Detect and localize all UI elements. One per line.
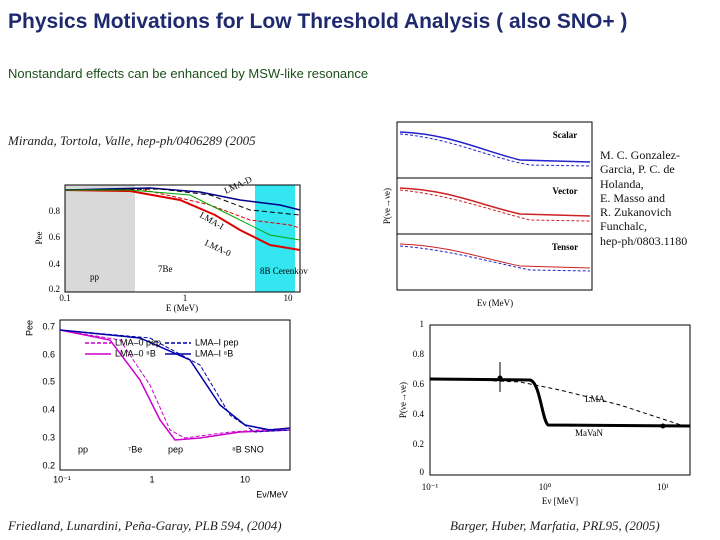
label: Vector [552,186,577,196]
label: ⁸B SNO [232,444,264,454]
label: LMA-D [222,174,253,196]
label: 10⁰ [539,482,552,492]
label: 1 [149,474,154,484]
label: 7Be [158,264,173,274]
reference: M. C. Gonzalez- Garcia, P. C. de Holanda, E… [600,148,718,248]
label: 0.1 [59,293,70,303]
label: 1 [420,319,425,329]
reference-line: R. Zukanovich [600,205,672,220]
reference-line: Funchalc, [600,219,647,234]
reference-line: Holanda, [600,176,644,191]
slide-title: Physics Motivations for Low Threshold An… [8,10,628,33]
reference-line: hep-ph/0803.1180 [600,233,688,248]
label: Eν (MeV) [477,298,513,308]
figure-2 [396,121,593,291]
label: 10⁻¹ [53,474,71,484]
label: Tensor [552,242,578,252]
label: 0.8 [49,206,61,216]
caption: Barger, Huber, Marfatia, PRL95, (2005) [450,518,660,533]
label: 0.3 [42,432,55,442]
label: 0.2 [49,284,60,294]
label: Scalar [553,130,578,140]
label: LMA–0 ⁸B [115,348,156,358]
label: 10 [284,293,294,303]
label: pp [90,272,100,282]
reference-line: E. Masso and [600,190,665,205]
label: pep [168,444,183,454]
label: MaVaN [575,428,603,438]
label: E (MeV) [166,303,198,313]
label: 0.4 [49,259,61,269]
label: Pee [24,320,34,336]
label: LMA [585,394,606,404]
label: 10⁻¹ [422,482,439,492]
label: LMA-0 [203,238,233,259]
label: ⁷Be [128,444,142,454]
label: 0.2 [42,460,55,470]
label: 0.6 [413,379,425,389]
label: 0.7 [42,321,55,331]
label: 0.2 [413,439,424,449]
label: 0.5 [42,376,55,386]
figure-1 [64,184,301,293]
label: Eν/MeV [256,489,288,499]
label: P(νe→νe) [398,382,408,418]
label: 10¹ [657,482,669,492]
figure-3 [59,319,291,471]
label: Eν [MeV] [542,496,578,506]
caption: Miranda, Tortola, Valle, hep-ph/0406289 … [8,133,256,148]
label: 10 [240,474,250,484]
figure-4 [429,324,691,476]
label: LMA–I ⁸B [195,348,233,358]
label: 1 [183,293,188,303]
reference-line: M. C. Gonzalez- [600,148,680,162]
label: LMA–0 pep [115,337,161,347]
label: 0.6 [42,349,55,359]
label: 0.4 [413,409,425,419]
label: Pee [34,232,44,245]
label: 0.6 [49,232,61,242]
label: 0.4 [42,404,55,414]
label: 8B Cerenkov [260,266,308,276]
label: 0.8 [413,349,425,359]
label: 0 [420,467,425,477]
label: pp [78,444,88,454]
subtitle: Nonstandard effects can be enhanced by M… [8,66,369,81]
label: LMA–I pep [195,337,239,347]
label: P(νe→νe) [382,188,392,224]
caption: Friedland, Lunardini, Peña-Garay, PLB 59… [8,518,282,533]
reference-line: Garcia, P. C. de [600,162,675,177]
